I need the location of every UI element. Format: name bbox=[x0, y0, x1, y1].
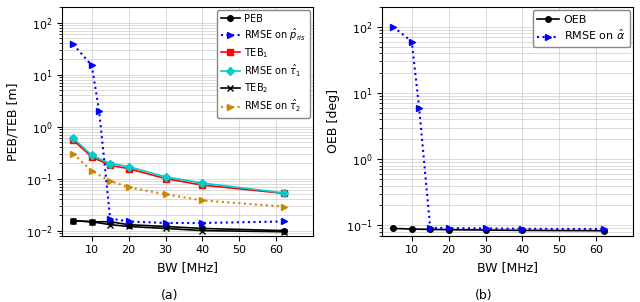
TEB$_2$ bbox=[88, 220, 95, 223]
Line: RMSE on $\hat{p}_{ris}$: RMSE on $\hat{p}_{ris}$ bbox=[70, 41, 287, 226]
OEB bbox=[426, 228, 434, 231]
RMSE on $\hat{\tau}_1$ bbox=[280, 191, 287, 195]
Line: TEB$_1$: TEB$_1$ bbox=[70, 137, 286, 196]
RMSE on $\hat{\alpha}$ bbox=[445, 226, 452, 230]
PEB bbox=[280, 229, 287, 233]
RMSE on $\hat{\tau}_1$ bbox=[125, 165, 132, 169]
OEB bbox=[445, 228, 452, 232]
RMSE on $\hat{p}_{ris}$ bbox=[125, 220, 132, 223]
RMSE on $\hat{\alpha}$ bbox=[390, 25, 397, 29]
RMSE on $\hat{p}_{ris}$ bbox=[162, 221, 170, 225]
PEB bbox=[162, 225, 170, 228]
RMSE on $\hat{\tau}_1$ bbox=[162, 175, 170, 179]
RMSE on $\hat{\tau}_2$ bbox=[198, 199, 206, 202]
TEB$_1$ bbox=[125, 167, 132, 171]
RMSE on $\hat{p}_{ris}$ bbox=[106, 217, 114, 220]
PEB bbox=[198, 226, 206, 230]
RMSE on $\hat{p}_{ris}$ bbox=[280, 220, 287, 223]
RMSE on $\hat{\alpha}$ bbox=[518, 227, 526, 230]
PEB bbox=[106, 220, 114, 223]
Text: (b): (b) bbox=[474, 289, 492, 302]
RMSE on $\hat{\tau}_1$ bbox=[88, 153, 95, 157]
RMSE on $\hat{\tau}_2$ bbox=[106, 179, 114, 183]
RMSE on $\hat{p}_{ris}$ bbox=[198, 221, 206, 225]
RMSE on $\hat{\alpha}$ bbox=[426, 226, 434, 230]
TEB$_1$ bbox=[106, 163, 114, 167]
TEB$_1$ bbox=[280, 191, 287, 195]
RMSE on $\hat{\alpha}$ bbox=[600, 227, 607, 231]
Line: PEB: PEB bbox=[70, 218, 286, 233]
RMSE on $\hat{p}_{ris}$ bbox=[88, 64, 95, 67]
TEB$_1$ bbox=[88, 155, 95, 159]
RMSE on $\hat{\tau}_2$ bbox=[125, 185, 132, 189]
RMSE on $\hat{\tau}_2$ bbox=[280, 205, 287, 208]
RMSE on $\hat{\tau}_1$ bbox=[70, 136, 77, 140]
Line: OEB: OEB bbox=[390, 226, 606, 233]
TEB$_2$ bbox=[106, 223, 114, 226]
Line: RMSE on $\hat{\tau}_1$: RMSE on $\hat{\tau}_1$ bbox=[70, 135, 286, 196]
Text: (a): (a) bbox=[161, 289, 179, 302]
PEB bbox=[70, 219, 77, 223]
RMSE on $\hat{\alpha}$ bbox=[482, 226, 490, 230]
Y-axis label: PEB/TEB [m]: PEB/TEB [m] bbox=[7, 82, 20, 161]
RMSE on $\hat{\tau}_2$ bbox=[162, 192, 170, 196]
Line: RMSE on $\hat{\alpha}$: RMSE on $\hat{\alpha}$ bbox=[390, 23, 607, 233]
Line: TEB$_2$: TEB$_2$ bbox=[70, 217, 287, 235]
TEB$_1$ bbox=[198, 183, 206, 187]
TEB$_2$ bbox=[70, 219, 77, 223]
TEB$_2$ bbox=[125, 225, 132, 228]
OEB bbox=[600, 229, 607, 233]
RMSE on $\hat{p}_{ris}$ bbox=[95, 109, 103, 113]
Legend: OEB, RMSE on $\hat{\alpha}$: OEB, RMSE on $\hat{\alpha}$ bbox=[532, 10, 630, 47]
TEB$_2$ bbox=[280, 230, 287, 233]
OEB bbox=[408, 227, 415, 231]
OEB bbox=[482, 228, 490, 232]
RMSE on $\hat{\tau}_2$ bbox=[70, 152, 77, 156]
TEB$_1$ bbox=[162, 177, 170, 180]
Line: RMSE on $\hat{\tau}_2$: RMSE on $\hat{\tau}_2$ bbox=[70, 150, 287, 210]
X-axis label: BW [MHz]: BW [MHz] bbox=[157, 261, 218, 274]
Legend: PEB, RMSE on $\hat{p}_{ris}$, TEB$_1$, RMSE on $\hat{\tau}_1$, TEB$_2$, RMSE on : PEB, RMSE on $\hat{p}_{ris}$, TEB$_1$, R… bbox=[217, 10, 310, 118]
RMSE on $\hat{p}_{ris}$ bbox=[70, 43, 77, 46]
TEB$_2$ bbox=[162, 226, 170, 230]
RMSE on $\hat{\tau}_2$ bbox=[88, 169, 95, 173]
Y-axis label: OEB [deg]: OEB [deg] bbox=[327, 89, 340, 153]
TEB$_2$ bbox=[198, 229, 206, 233]
RMSE on $\hat{\alpha}$ bbox=[408, 40, 415, 43]
RMSE on $\hat{\tau}_1$ bbox=[106, 162, 114, 165]
RMSE on $\hat{\alpha}$ bbox=[415, 106, 423, 110]
OEB bbox=[518, 229, 526, 232]
RMSE on $\hat{\tau}_1$ bbox=[198, 181, 206, 185]
OEB bbox=[390, 226, 397, 230]
TEB$_1$ bbox=[70, 138, 77, 142]
X-axis label: BW [MHz]: BW [MHz] bbox=[477, 261, 538, 274]
PEB bbox=[125, 223, 132, 226]
PEB bbox=[88, 220, 95, 223]
